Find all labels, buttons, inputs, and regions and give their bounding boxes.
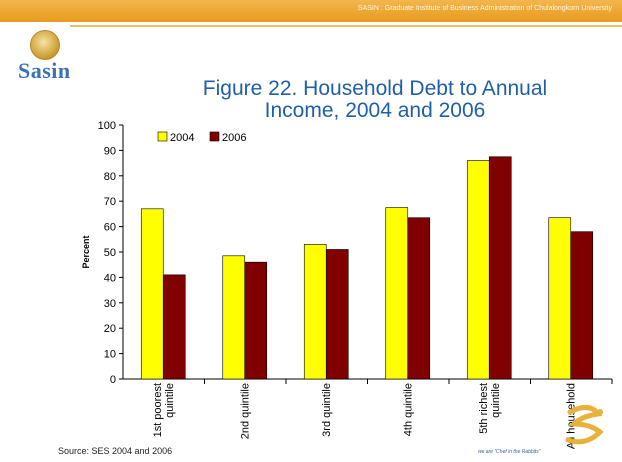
y-tick-label: 20	[104, 323, 116, 335]
chart-title: Figure 22. Household Debt to Annual Inco…	[130, 78, 620, 122]
y-axis-label: Percent	[81, 235, 91, 268]
sasin-logo: Sasin	[18, 58, 71, 83]
source-note: Source: SES 2004 and 2006	[58, 446, 173, 456]
x-tick-label: quintile	[164, 383, 176, 418]
y-tick-label: 60	[104, 222, 116, 234]
x-tick-label: All household	[565, 383, 577, 449]
legend-swatch-2006	[209, 131, 220, 142]
y-tick-label: 100	[98, 120, 116, 132]
university-seal-icon	[30, 30, 60, 60]
bar-2004-2	[222, 255, 246, 380]
y-tick-label: 80	[104, 171, 116, 183]
bar-2004-1	[140, 208, 164, 380]
bar-2006-6	[570, 231, 594, 380]
bar-2004-6	[548, 217, 572, 380]
y-tick-label: 0	[110, 374, 116, 386]
header-bar: SASIN : Graduate Institute of Business A…	[0, 0, 622, 22]
bar-2004-3	[303, 244, 327, 380]
legend-label-2006: 2006	[222, 132, 246, 144]
y-tick-label: 90	[104, 145, 116, 157]
x-tick-label: 2nd quintile	[239, 383, 251, 439]
bar-2006-3	[325, 249, 349, 380]
header-text: SASIN : Graduate Institute of Business A…	[357, 5, 612, 12]
chart-title-line-1: Figure 22. Household Debt to Annual	[202, 77, 548, 100]
chart-title-line-2: Income, 2004 and 2006	[264, 99, 486, 122]
bar-2006-4	[407, 217, 431, 380]
header-rule	[70, 25, 622, 27]
bar-2004-4	[385, 207, 409, 380]
bar-2006-1	[162, 274, 186, 380]
bar-2004-5	[466, 160, 490, 380]
decorative-swirl-icon	[565, 405, 604, 445]
y-tick-label: 10	[104, 349, 116, 361]
bar-2006-2	[244, 261, 268, 380]
x-tick-label: 3rd quintile	[321, 383, 333, 437]
slogan-text: we are "Chef in the Rabbits"	[478, 449, 541, 455]
x-tick-label: 5th richest	[478, 383, 490, 434]
legend-swatch-2004	[157, 131, 168, 142]
y-tick-label: 40	[104, 272, 116, 284]
y-tick-label: 50	[104, 247, 116, 259]
bar-2006-5	[488, 156, 512, 380]
legend-label-2004: 2004	[170, 132, 194, 144]
y-tick-label: 70	[104, 196, 116, 208]
x-tick-label: 4th quintile	[402, 383, 414, 436]
x-tick-label: 1st poorest	[152, 383, 164, 437]
x-tick-label: quintile	[490, 383, 502, 418]
y-tick-label: 30	[104, 298, 116, 310]
